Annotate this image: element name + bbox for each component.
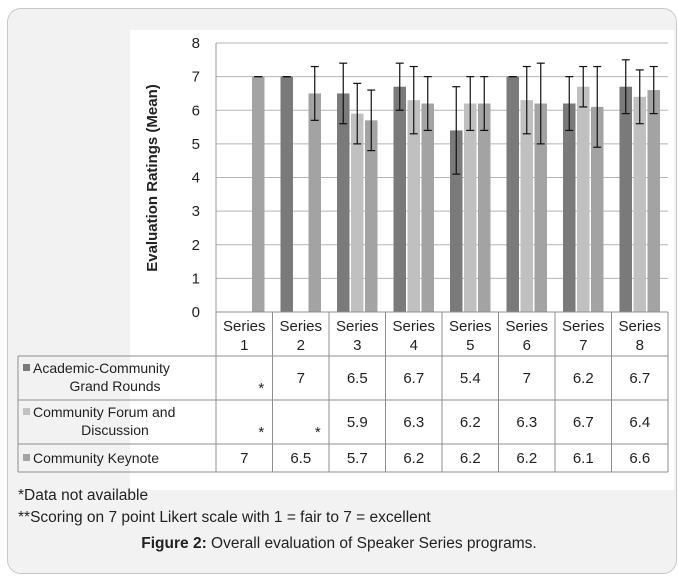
bar xyxy=(478,103,491,313)
note-scale: **Scoring on 7 point Likert scale with 1… xyxy=(18,509,431,526)
category-label: Series xyxy=(392,318,435,335)
legend-label: Academic-Community xyxy=(33,360,170,376)
bar xyxy=(252,76,265,312)
category-label: 3 xyxy=(353,337,361,354)
table-cell-value: 7 xyxy=(523,370,531,387)
bar xyxy=(464,103,477,313)
category-label: 1 xyxy=(240,337,248,354)
y-tick-label: 5 xyxy=(192,136,200,153)
category-label: 6 xyxy=(523,337,531,354)
legend-label: Community Keynote xyxy=(33,450,159,466)
note-missing: *Data not available xyxy=(18,487,149,504)
table-cell-value: 6.5 xyxy=(290,450,311,467)
category-label: Series xyxy=(336,318,379,335)
y-tick-label: 2 xyxy=(192,237,200,254)
y-tick-label: 6 xyxy=(192,102,200,119)
table-cell-value: 6.2 xyxy=(403,450,424,467)
bar xyxy=(421,103,434,313)
table-cell-missing: * xyxy=(258,380,264,397)
category-label: Series xyxy=(223,318,266,335)
legend-label: Discussion xyxy=(81,422,149,438)
bar-chart-with-data-table: 0 1 2 3 4 5 6 7 8 Evaluation Ratings (Mean) Series… xyxy=(17,35,669,473)
table-cell-value: 6.4 xyxy=(629,414,650,431)
caption-text: Overall evaluation of Speaker Series pro… xyxy=(206,535,537,552)
bar xyxy=(577,86,590,313)
bar xyxy=(534,103,547,313)
category-label: Series xyxy=(279,318,322,335)
table-cell-value: 6.2 xyxy=(460,450,481,467)
category-label: 4 xyxy=(410,337,418,354)
bar xyxy=(506,76,519,312)
y-tick-label: 3 xyxy=(192,203,200,220)
table-cell-value: 6.1 xyxy=(573,450,594,467)
y-axis-title: Evaluation Ratings (Mean) xyxy=(144,84,161,272)
y-tick-label: 8 xyxy=(192,35,200,52)
y-tick-label: 1 xyxy=(192,270,200,287)
bar xyxy=(351,113,364,312)
table-cell-value: 6.5 xyxy=(347,370,368,387)
y-tick-label: 4 xyxy=(192,170,200,187)
figure-caption: Figure 2: Overall evaluation of Speaker … xyxy=(0,535,678,553)
bar xyxy=(619,86,632,313)
y-tick-label: 0 xyxy=(192,304,200,321)
table-cell-value: 6.2 xyxy=(516,450,537,467)
category-label: Series xyxy=(562,318,605,335)
bar xyxy=(450,130,463,312)
bar xyxy=(633,96,646,312)
category-label: 8 xyxy=(636,337,644,354)
category-label: 7 xyxy=(579,337,587,354)
table-cell-value: 6.2 xyxy=(573,370,594,387)
table-cell-value: 7 xyxy=(240,450,248,467)
table-cell-value: 6.7 xyxy=(629,370,650,387)
table-cell-value: 5.7 xyxy=(347,450,368,467)
legend-swatch xyxy=(23,408,30,415)
table-cell-value: 6.3 xyxy=(516,414,537,431)
bar xyxy=(563,103,576,313)
category-label: 2 xyxy=(297,337,305,354)
table-cell-missing: * xyxy=(258,424,264,441)
bar xyxy=(647,90,660,312)
legend-swatch xyxy=(23,454,30,461)
bar xyxy=(407,100,420,312)
legend-label: Community Forum and xyxy=(33,404,175,420)
table-cell-value: 6.2 xyxy=(460,414,481,431)
bar xyxy=(520,100,533,312)
table-cell-value: 5.4 xyxy=(460,370,481,387)
category-label: Series xyxy=(618,318,661,335)
y-tick-label: 7 xyxy=(192,69,200,86)
bar xyxy=(365,120,378,313)
table-cell-value: 6.7 xyxy=(573,414,594,431)
table-cell-value: 6.7 xyxy=(403,370,424,387)
table-cell-value: 7 xyxy=(297,370,305,387)
category-label: 5 xyxy=(466,337,474,354)
table-cell-value: 6.6 xyxy=(629,450,650,467)
table-cell-missing: * xyxy=(315,424,321,441)
category-label: Series xyxy=(505,318,548,335)
caption-label: Figure 2: xyxy=(141,535,207,552)
bar xyxy=(337,93,350,312)
bar xyxy=(280,76,293,312)
table-cell-value: 6.3 xyxy=(403,414,424,431)
category-label: Series xyxy=(449,318,492,335)
bar xyxy=(308,93,321,312)
table-cell-value: 5.9 xyxy=(347,414,368,431)
bar xyxy=(591,106,604,312)
legend-swatch xyxy=(23,364,30,371)
bar xyxy=(393,86,406,313)
legend-label: Grand Rounds xyxy=(69,378,160,394)
